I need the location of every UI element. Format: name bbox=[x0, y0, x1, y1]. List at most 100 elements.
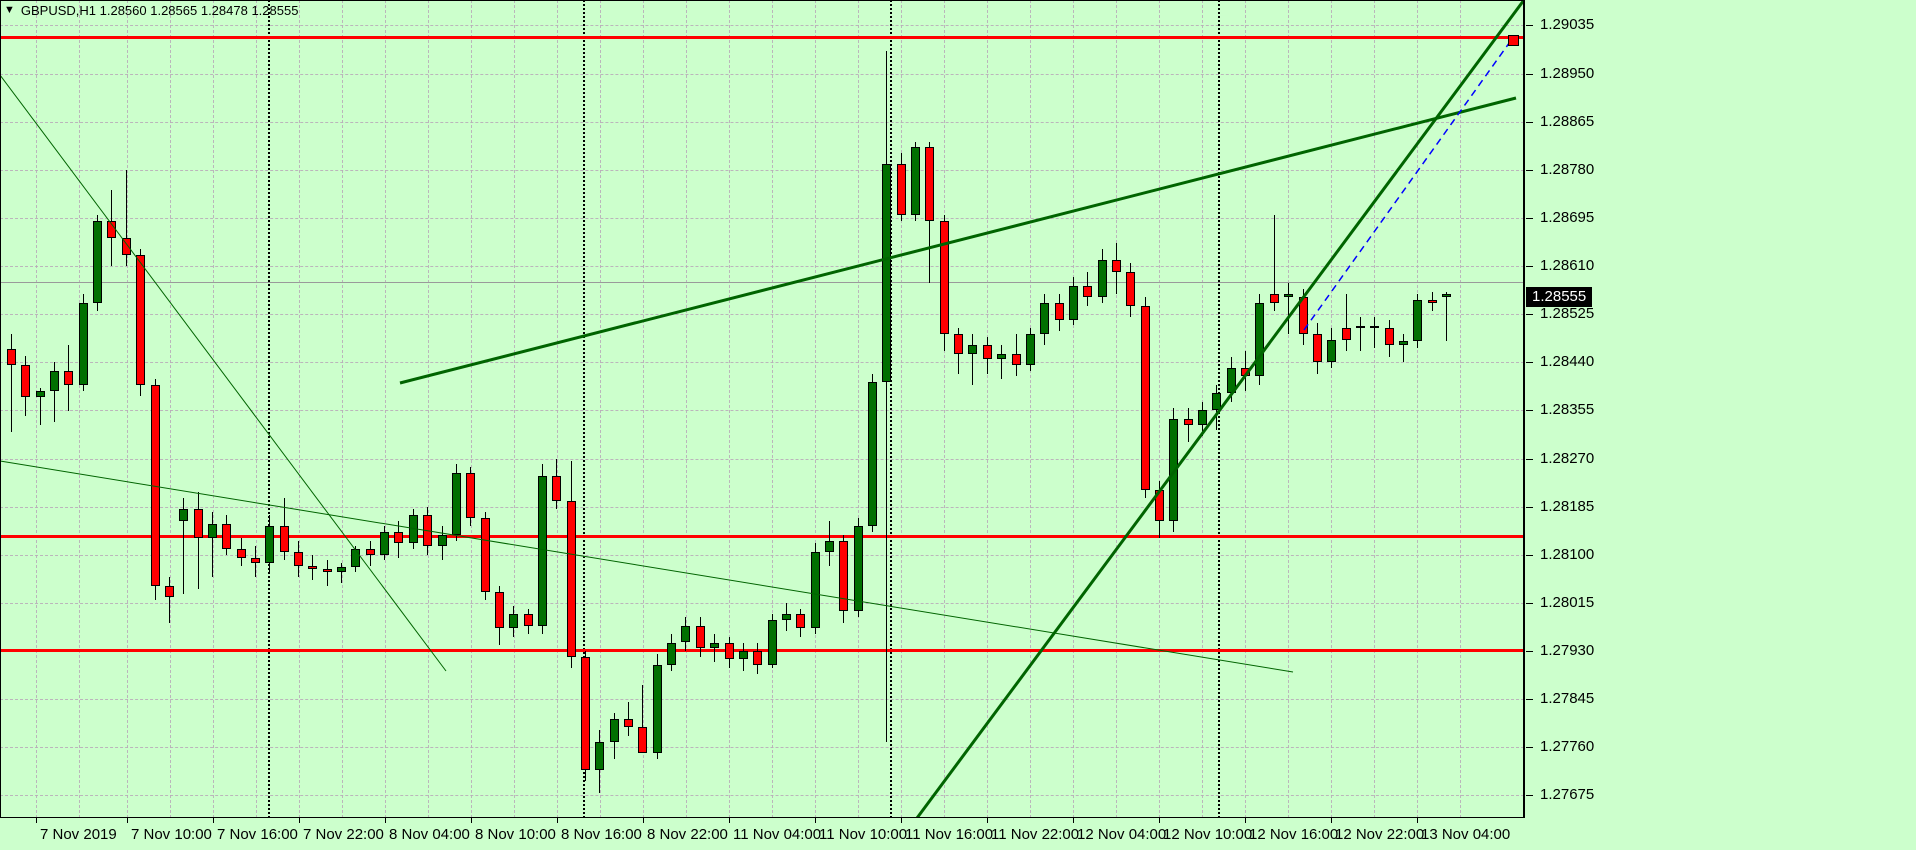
candle[interactable] bbox=[78, 0, 88, 818]
candle[interactable] bbox=[136, 0, 146, 818]
candle[interactable] bbox=[1284, 0, 1294, 818]
candle[interactable] bbox=[1025, 0, 1035, 818]
candle[interactable] bbox=[609, 0, 619, 818]
forecast-handle[interactable] bbox=[1508, 35, 1519, 46]
candle[interactable] bbox=[1355, 0, 1365, 818]
candle[interactable] bbox=[839, 0, 849, 818]
candle[interactable] bbox=[437, 0, 447, 818]
candle[interactable] bbox=[695, 0, 705, 818]
candle[interactable] bbox=[911, 0, 921, 818]
chart-dropdown-arrow-icon[interactable]: ▼ bbox=[4, 3, 15, 16]
candle[interactable] bbox=[1155, 0, 1164, 818]
candle[interactable] bbox=[997, 0, 1007, 818]
candle[interactable] bbox=[1083, 0, 1093, 818]
candle[interactable] bbox=[796, 0, 806, 818]
candle[interactable] bbox=[1097, 0, 1107, 818]
candle[interactable] bbox=[494, 0, 504, 818]
candle[interactable] bbox=[1370, 0, 1380, 818]
candle[interactable] bbox=[265, 0, 275, 818]
candle[interactable] bbox=[21, 0, 31, 818]
candle[interactable] bbox=[121, 0, 131, 818]
candle[interactable] bbox=[724, 0, 734, 818]
candle[interactable] bbox=[767, 0, 777, 818]
candle[interactable] bbox=[868, 0, 877, 818]
candle[interactable] bbox=[1226, 0, 1236, 818]
candle[interactable] bbox=[652, 0, 662, 818]
price-plot-area[interactable] bbox=[0, 0, 1524, 818]
candle[interactable] bbox=[1269, 0, 1279, 818]
candle[interactable] bbox=[64, 0, 74, 818]
candle[interactable] bbox=[107, 0, 117, 818]
candle[interactable] bbox=[193, 0, 203, 818]
candle[interactable] bbox=[925, 0, 935, 818]
candle[interactable] bbox=[1341, 0, 1351, 818]
candle[interactable] bbox=[1298, 0, 1308, 818]
candle[interactable] bbox=[250, 0, 260, 818]
candle[interactable] bbox=[7, 0, 16, 818]
candle[interactable] bbox=[1011, 0, 1021, 818]
candle[interactable] bbox=[466, 0, 476, 818]
candle[interactable] bbox=[810, 0, 820, 818]
candle[interactable] bbox=[351, 0, 361, 818]
candle[interactable] bbox=[236, 0, 246, 818]
candle[interactable] bbox=[1212, 0, 1222, 818]
candle[interactable] bbox=[1312, 0, 1322, 818]
candle[interactable] bbox=[1427, 0, 1437, 818]
candle[interactable] bbox=[882, 0, 892, 818]
candle[interactable] bbox=[322, 0, 332, 818]
candle[interactable] bbox=[337, 0, 347, 818]
candle[interactable] bbox=[638, 0, 648, 818]
candle[interactable] bbox=[982, 0, 992, 818]
candle[interactable] bbox=[179, 0, 189, 818]
candle[interactable] bbox=[35, 0, 45, 818]
candle[interactable] bbox=[150, 0, 160, 818]
candle[interactable] bbox=[394, 0, 404, 818]
candle[interactable] bbox=[1398, 0, 1408, 818]
candle[interactable] bbox=[308, 0, 318, 818]
candle[interactable] bbox=[738, 0, 748, 818]
candle[interactable] bbox=[1327, 0, 1337, 818]
candle[interactable] bbox=[164, 0, 174, 818]
candle[interactable] bbox=[509, 0, 519, 818]
candle[interactable] bbox=[93, 0, 103, 818]
candle[interactable] bbox=[451, 0, 461, 818]
candle[interactable] bbox=[1198, 0, 1208, 818]
hline-resistance-upper[interactable] bbox=[0, 36, 1524, 39]
candle[interactable] bbox=[954, 0, 964, 818]
candle[interactable] bbox=[1241, 0, 1251, 818]
candle[interactable] bbox=[853, 0, 863, 818]
candle[interactable] bbox=[896, 0, 906, 818]
candle[interactable] bbox=[781, 0, 791, 818]
candle[interactable] bbox=[1126, 0, 1136, 818]
candle[interactable] bbox=[710, 0, 720, 818]
candle[interactable] bbox=[408, 0, 418, 818]
candle[interactable] bbox=[1413, 0, 1423, 818]
candle[interactable] bbox=[1040, 0, 1050, 818]
candle[interactable] bbox=[1442, 0, 1451, 818]
candle[interactable] bbox=[279, 0, 289, 818]
candle[interactable] bbox=[1384, 0, 1394, 818]
candle[interactable] bbox=[681, 0, 691, 818]
candle[interactable] bbox=[624, 0, 634, 818]
candle[interactable] bbox=[480, 0, 490, 818]
candle[interactable] bbox=[1169, 0, 1179, 818]
candle[interactable] bbox=[537, 0, 547, 818]
time-axis[interactable]: 7 Nov 2019 7 Nov 10:00 7 Nov 16:00 7 Nov 22… bbox=[0, 818, 1916, 850]
candle[interactable] bbox=[939, 0, 949, 818]
candle[interactable] bbox=[523, 0, 533, 818]
candle[interactable] bbox=[50, 0, 60, 818]
price-axis[interactable]: 1.29035 1.28950 1.28865 1.28780 1.28695 1.286… bbox=[1526, 0, 1916, 818]
candle[interactable] bbox=[1140, 0, 1150, 818]
candle[interactable] bbox=[1068, 0, 1078, 818]
candle[interactable] bbox=[595, 0, 605, 818]
candle[interactable] bbox=[1111, 0, 1121, 818]
candle[interactable] bbox=[207, 0, 217, 818]
candle[interactable] bbox=[667, 0, 677, 818]
candle[interactable] bbox=[365, 0, 375, 818]
candle[interactable] bbox=[566, 0, 576, 818]
candle[interactable] bbox=[1054, 0, 1064, 818]
candle[interactable] bbox=[968, 0, 978, 818]
candle[interactable] bbox=[222, 0, 232, 818]
candle[interactable] bbox=[380, 0, 390, 818]
candle[interactable] bbox=[1183, 0, 1193, 818]
